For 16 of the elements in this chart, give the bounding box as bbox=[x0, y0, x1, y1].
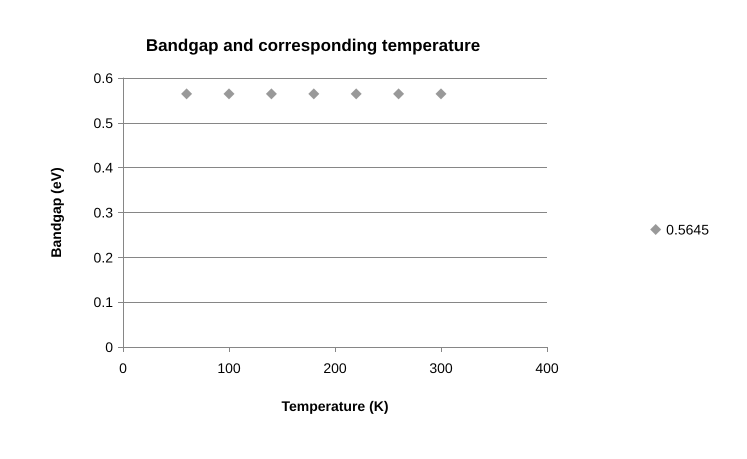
x-tick-label: 300 bbox=[429, 360, 453, 376]
x-tick-label: 0 bbox=[119, 360, 128, 376]
y-axis-title: Bandgap (eV) bbox=[48, 167, 64, 258]
legend-label: 0.5645 bbox=[666, 222, 710, 238]
x-tick-label: 100 bbox=[217, 360, 241, 376]
y-tick-label: 0.5 bbox=[94, 114, 114, 131]
y-tick-label: 0.3 bbox=[94, 204, 114, 220]
y-tick-label: 0.1 bbox=[94, 294, 114, 310]
y-tick-label: 0.2 bbox=[94, 249, 114, 266]
x-tick-label: 200 bbox=[323, 360, 347, 376]
chart-title: Bandgap and corresponding temperature bbox=[146, 36, 480, 55]
y-tick-label: 0.6 bbox=[94, 70, 114, 86]
y-tick-label: 0 bbox=[105, 339, 114, 355]
y-tick-label: 0.4 bbox=[94, 160, 114, 176]
x-axis-title: Temperature (K) bbox=[281, 398, 389, 414]
x-tick-label: 400 bbox=[535, 360, 559, 376]
